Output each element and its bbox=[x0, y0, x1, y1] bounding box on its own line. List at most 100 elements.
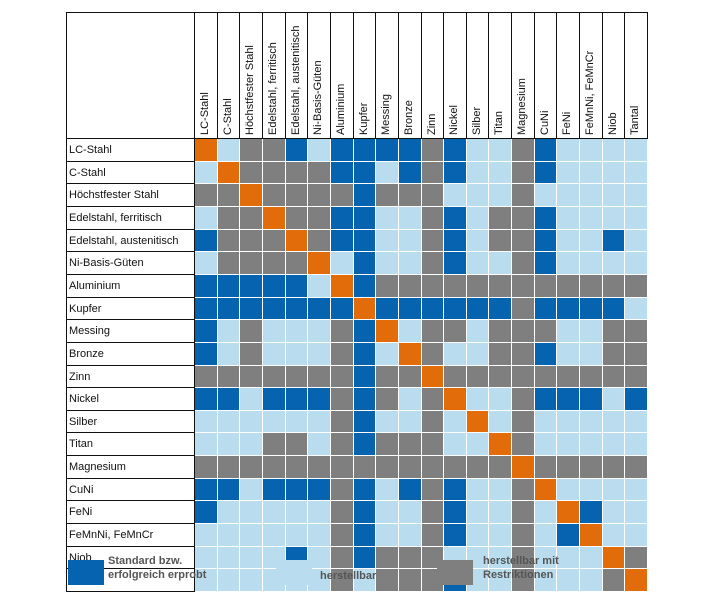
matrix-cell bbox=[354, 275, 376, 298]
row-label: Nickel bbox=[69, 392, 99, 405]
matrix-cell bbox=[512, 479, 535, 501]
matrix-cell bbox=[354, 411, 376, 433]
row-divider bbox=[66, 568, 194, 569]
matrix-cell bbox=[467, 298, 489, 320]
matrix-cell bbox=[489, 479, 512, 501]
matrix-cell bbox=[467, 252, 489, 275]
matrix-cell bbox=[512, 207, 535, 230]
matrix-cell bbox=[580, 252, 603, 275]
matrix-cell bbox=[535, 524, 557, 547]
matrix-cell bbox=[240, 320, 263, 343]
matrix-cell bbox=[218, 479, 240, 501]
column-divider bbox=[307, 12, 308, 138]
row-divider bbox=[66, 297, 194, 298]
matrix-cell bbox=[535, 366, 557, 388]
matrix-cell bbox=[557, 275, 580, 298]
matrix-cell bbox=[240, 252, 263, 275]
row-label: FeMnNi, FeMnCr bbox=[69, 528, 154, 541]
matrix-cell bbox=[331, 569, 354, 592]
matrix-cell bbox=[286, 275, 308, 298]
frame-line bbox=[194, 12, 195, 591]
matrix-cell bbox=[603, 343, 625, 366]
matrix-cell bbox=[603, 184, 625, 207]
column-label: Höchstfester Stahl bbox=[244, 45, 256, 135]
matrix-cell bbox=[331, 139, 354, 162]
matrix-cell bbox=[286, 456, 308, 479]
matrix-cell bbox=[512, 366, 535, 388]
row-divider bbox=[66, 251, 194, 252]
matrix-cell bbox=[444, 433, 467, 456]
column-divider bbox=[579, 12, 580, 138]
matrix-cell bbox=[580, 456, 603, 479]
matrix-cell bbox=[376, 456, 399, 479]
row-label: Titan bbox=[69, 437, 94, 450]
matrix-cell bbox=[467, 139, 489, 162]
matrix-cell bbox=[467, 162, 489, 184]
row-divider bbox=[66, 546, 194, 547]
matrix-cell bbox=[331, 411, 354, 433]
matrix-cell bbox=[195, 524, 218, 547]
matrix-cell bbox=[512, 433, 535, 456]
matrix-cell bbox=[240, 456, 263, 479]
matrix-cell bbox=[195, 298, 218, 320]
matrix-cell bbox=[444, 230, 467, 252]
matrix-cell bbox=[376, 433, 399, 456]
matrix-cell bbox=[489, 252, 512, 275]
matrix-cell bbox=[240, 139, 263, 162]
matrix-cell bbox=[331, 162, 354, 184]
column-divider bbox=[421, 12, 422, 138]
matrix-cell bbox=[444, 184, 467, 207]
matrix-cell bbox=[512, 524, 535, 547]
column-divider bbox=[375, 12, 376, 138]
matrix-cell bbox=[263, 275, 286, 298]
matrix-cell bbox=[376, 139, 399, 162]
matrix-cell bbox=[557, 411, 580, 433]
matrix-cell bbox=[286, 184, 308, 207]
matrix-cell bbox=[195, 569, 218, 592]
matrix-cell bbox=[354, 366, 376, 388]
matrix-cell bbox=[444, 162, 467, 184]
matrix-cell bbox=[489, 456, 512, 479]
matrix-cell bbox=[218, 275, 240, 298]
matrix-cell bbox=[535, 252, 557, 275]
matrix-cell bbox=[354, 388, 376, 411]
matrix-cell bbox=[331, 366, 354, 388]
matrix-cell bbox=[489, 162, 512, 184]
matrix-cell bbox=[512, 184, 535, 207]
matrix-cell bbox=[240, 411, 263, 433]
matrix-cell bbox=[308, 298, 331, 320]
matrix-cell bbox=[399, 298, 422, 320]
matrix-cell bbox=[512, 411, 535, 433]
row-divider bbox=[66, 183, 194, 184]
matrix-cell bbox=[557, 479, 580, 501]
matrix-cell bbox=[557, 343, 580, 366]
column-label: FeMnNi, FeMnCr bbox=[584, 50, 596, 135]
matrix-cell bbox=[399, 524, 422, 547]
matrix-cell bbox=[399, 547, 422, 569]
matrix-cell bbox=[399, 230, 422, 252]
matrix-cell bbox=[286, 252, 308, 275]
matrix-cell bbox=[354, 524, 376, 547]
matrix-cell bbox=[286, 411, 308, 433]
matrix-cell bbox=[240, 569, 263, 592]
matrix-cell bbox=[603, 569, 625, 592]
matrix-cell bbox=[331, 343, 354, 366]
matrix-cell bbox=[625, 162, 648, 184]
row-label: Höchstfester Stahl bbox=[69, 188, 159, 201]
matrix-cell bbox=[195, 162, 218, 184]
matrix-cell bbox=[286, 207, 308, 230]
row-label: CuNi bbox=[69, 483, 94, 496]
matrix-cell bbox=[376, 501, 399, 524]
matrix-cell bbox=[263, 162, 286, 184]
matrix-cell bbox=[399, 366, 422, 388]
column-label: LC-Stahl bbox=[199, 92, 211, 135]
column-label: Niob bbox=[607, 112, 619, 135]
column-label: Bronze bbox=[403, 100, 415, 135]
row-divider bbox=[66, 410, 194, 411]
matrix-cell bbox=[354, 547, 376, 569]
column-divider bbox=[534, 12, 535, 138]
matrix-cell bbox=[422, 343, 444, 366]
matrix-cell bbox=[354, 207, 376, 230]
matrix-cell bbox=[625, 524, 648, 547]
